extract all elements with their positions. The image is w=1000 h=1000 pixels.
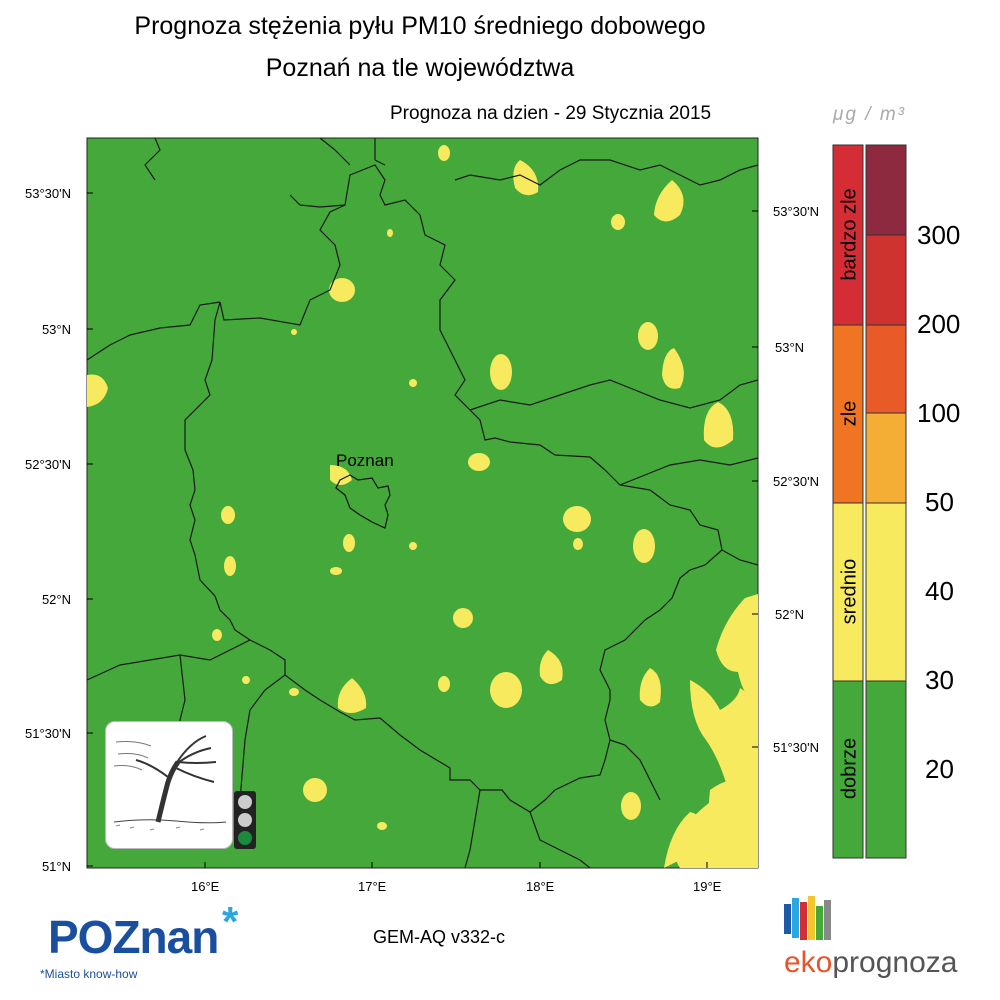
traffic-lamp-top [238,795,252,809]
lat-label-left: 51°N [41,859,71,874]
lon-label: 17°E [358,879,387,894]
lat-label-left: 53°N [41,322,71,337]
legend-scale-value: 100 [917,398,961,428]
eko-logo-part1: eko [784,946,833,979]
lat-label-left: 51°30'N [25,726,71,741]
legend-category-dobrze: dobrze [838,737,861,800]
lon-label: 19°E [693,879,722,894]
title-line-2: Poznań na tle województwa [265,54,575,82]
legend-scale-value: 50 [925,487,954,517]
ekoprognoza-logo: ekoprognoza [784,946,957,980]
poznan-tagline: *Miasto know-how [40,967,138,981]
legend-scale-value: 30 [925,665,954,695]
legend-unit: μg / m³ [833,104,906,125]
legend-category-bardzo-zle: bardzo zle [838,188,861,281]
traffic-lamp-middle [238,813,252,827]
asterisk-icon: * [222,898,239,945]
legend-scale-value: 20 [925,754,954,784]
windy-tree-icon [105,721,233,849]
eko-logo-part2: prognoza [832,946,958,979]
traffic-lamp-bottom [238,831,252,845]
region-borders [86,137,759,869]
poznan-city-outline [335,474,391,529]
title-line-1: Prognoza stężenia pyłu PM10 średniego do… [134,12,706,40]
lat-label-left: 53°30'N [25,186,71,201]
legend-category-srednio: srednio [838,558,861,625]
lat-label-left: 52°N [41,592,71,607]
traffic-light-icon [234,791,256,849]
lat-label-right: 52°30'N [773,474,819,489]
legend-scale-value: 40 [925,576,954,606]
poznan-logo: POZnan [48,911,219,963]
lat-label-right: 53°30'N [773,204,819,219]
lat-label-right: 52°N [775,607,805,622]
legend-scale-value: 300 [917,220,961,250]
model-version: GEM-AQ v332-c [373,927,506,947]
lat-label-right: 53°N [775,340,805,355]
legend-category-zle: zle [838,400,861,427]
map-ticks [87,192,758,868]
lon-label: 16°E [191,879,220,894]
lat-label-right: 51°30'N [773,740,819,755]
forecast-date: Prognoza na dzien - 29 Stycznia 2015 [390,103,712,124]
legend-bars [832,144,907,859]
moderate-patches [87,145,758,868]
lat-label-left: 52°30'N [25,457,71,472]
color-bars-icon [784,896,831,940]
windy-tree-drawing [113,735,227,831]
legend-scale-value: 200 [917,309,961,339]
city-label-poznan: Poznan [336,451,394,470]
lon-label: 18°E [526,879,555,894]
